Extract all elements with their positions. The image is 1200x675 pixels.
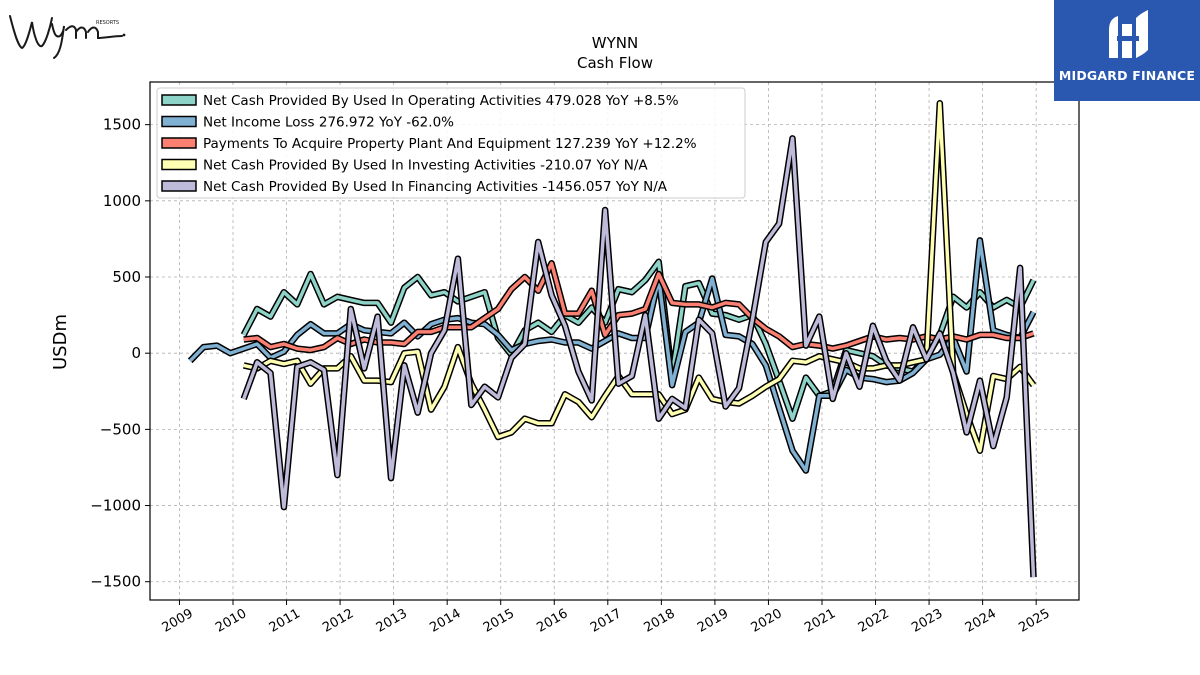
y-tick-label: −1000 (90, 497, 141, 515)
y-axis-label: USDm (50, 314, 71, 370)
x-tick-label: 2017 (588, 606, 624, 636)
x-tick-label: 2013 (374, 606, 410, 636)
x-tick-label: 2012 (320, 606, 356, 636)
legend-label-4: Net Cash Provided By Used In Investing A… (203, 158, 648, 174)
x-tick-label: 2024 (963, 606, 999, 636)
series-5-line (240, 135, 1037, 578)
x-tick-label: 2019 (695, 606, 731, 636)
legend-label-1: Net Cash Provided By Used In Operating A… (203, 93, 679, 109)
legend-label-2: Net Income Loss 276.972 YoY -62.0% (203, 115, 454, 131)
y-tick-label: 500 (112, 268, 141, 286)
legend-swatch-1 (161, 94, 197, 106)
legend: Net Cash Provided By Used In Operating A… (156, 87, 746, 199)
legend-swatch-3 (161, 137, 197, 149)
legend-label-5: Net Cash Provided By Used In Financing A… (203, 179, 668, 195)
y-tick-label: 1000 (103, 192, 141, 210)
x-tick-label: 2021 (802, 606, 838, 636)
wynn-logo: RESORTS (9, 15, 126, 59)
x-tick-label: 2020 (749, 606, 785, 636)
y-tick-label: −1500 (90, 573, 141, 591)
series-5-stroke (242, 136, 1036, 578)
x-tick-label: 2018 (642, 606, 678, 636)
series-lines (187, 100, 1037, 578)
legend-swatch-4 (161, 158, 197, 171)
x-tick-label: 2015 (481, 606, 517, 636)
x-tick-label: 2010 (213, 606, 249, 636)
y-tick-label: 1500 (103, 116, 141, 134)
legend-swatch-2 (161, 115, 197, 128)
series-3-stroke (243, 261, 1035, 352)
y-tick-label: 0 (131, 344, 141, 362)
plot-frame (149, 81, 1080, 601)
x-tick-label: 2016 (534, 606, 570, 636)
x-axis-ticks: 2009 2010 2011 2012 2013 2014 2015 2016 2017 2018… (160, 600, 1052, 636)
x-tick-label: 2022 (856, 606, 892, 636)
chart-subtitle: Cash Flow (577, 54, 653, 72)
series-3-line (243, 260, 1035, 354)
midgard-finance-logo: MIDGARD FINANCE (1054, 0, 1200, 101)
y-tick-label: −500 (100, 420, 141, 438)
legend-label-3: Payments To Acquire Property Plant And E… (203, 136, 697, 152)
x-tick-label: 2009 (160, 606, 196, 636)
midgard-finance-logo-text: MIDGARD FINANCE (1058, 68, 1196, 83)
legend-box (156, 87, 746, 199)
midgard-logo-mark-icon (1109, 10, 1148, 58)
wynn-logo-small-text: RESORTS (96, 20, 119, 26)
x-tick-label: 2014 (427, 606, 463, 636)
y-axis-ticks: −1500 −1000 −500 0 500 1000 1500 (90, 116, 150, 591)
x-tick-label: 2025 (1016, 606, 1052, 636)
chart-title: WYNN (592, 34, 638, 52)
x-tick-label: 2011 (267, 606, 303, 636)
legend-swatch-5 (161, 180, 197, 192)
x-tick-label: 2023 (909, 606, 945, 636)
